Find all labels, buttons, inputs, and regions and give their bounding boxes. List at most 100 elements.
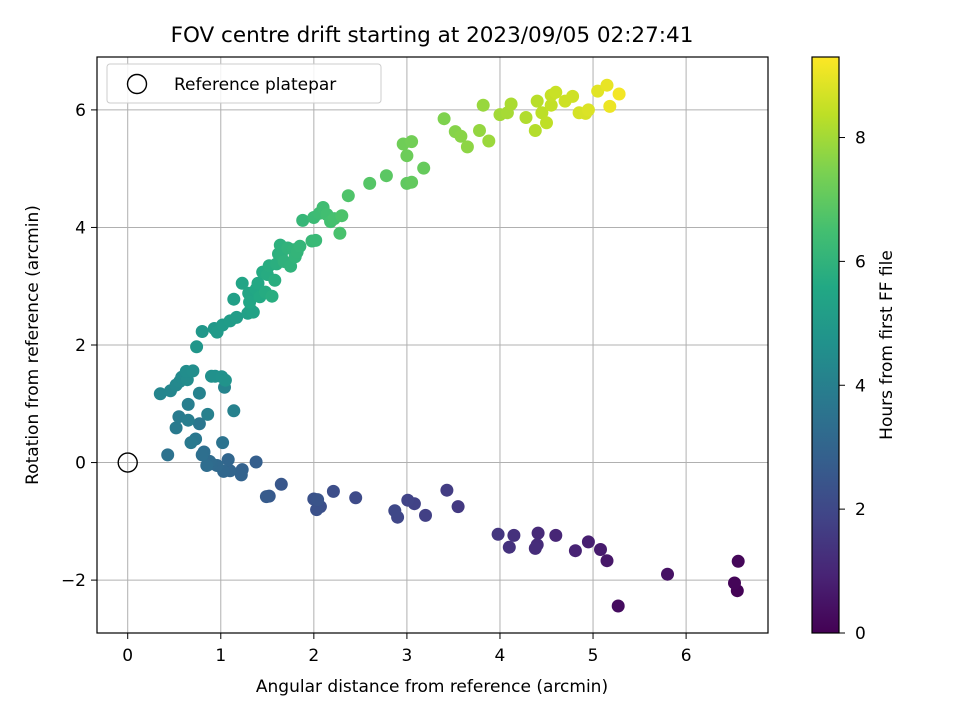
drift-point	[333, 226, 347, 240]
drift-point	[417, 161, 431, 175]
drift-point	[259, 490, 273, 504]
x-tick-label: 0	[122, 646, 133, 666]
drift-point	[363, 176, 377, 190]
colorbar-gradient	[811, 56, 840, 634]
legend-reference-marker	[126, 73, 148, 95]
drift-point	[195, 325, 209, 338]
drift-point	[528, 124, 542, 137]
drift-point	[216, 436, 230, 450]
drift-point	[594, 543, 607, 556]
drift-point	[234, 468, 248, 482]
drift-point	[335, 209, 349, 223]
drift-point	[388, 504, 402, 518]
grid-lines	[97, 57, 768, 633]
reference-platepar-marker	[117, 452, 138, 473]
colorbar-tick-label: 4	[855, 376, 866, 396]
drift-point	[161, 448, 175, 462]
y-tick-label: 4	[75, 218, 86, 238]
drift-point	[181, 397, 195, 411]
drift-point	[400, 149, 414, 163]
drift-point	[568, 544, 582, 558]
drift-point	[153, 387, 167, 401]
x-tick-label: 2	[308, 646, 319, 666]
colorbar-tick-label: 6	[855, 252, 866, 272]
drift-point	[169, 421, 183, 435]
drift-point	[274, 477, 288, 491]
drift-point	[440, 483, 454, 497]
drift-point	[581, 103, 595, 117]
drift-point	[531, 526, 545, 540]
drift-point	[611, 599, 625, 613]
drift-point	[528, 541, 542, 555]
y-tick-label: 0	[75, 454, 86, 474]
drift-point	[310, 503, 324, 517]
drift-point	[507, 528, 521, 542]
drift-point	[600, 554, 614, 568]
x-tick-label: 5	[588, 646, 599, 666]
drift-point	[184, 436, 198, 450]
reference-marker-group	[117, 452, 138, 473]
drift-point	[419, 508, 432, 522]
drift-point	[731, 554, 745, 568]
drift-point	[405, 135, 419, 149]
x-tick-label: 1	[215, 646, 226, 666]
drift-point	[192, 386, 206, 400]
drift-point	[246, 305, 260, 319]
drift-point	[227, 292, 241, 306]
drift-point	[190, 340, 204, 354]
drift-point	[251, 276, 265, 290]
drift-point	[293, 239, 307, 253]
drift-point	[243, 295, 257, 309]
legend-label: Reference platepar	[174, 75, 336, 95]
x-tick-label: 3	[401, 646, 412, 666]
drift-point	[661, 567, 674, 581]
x-axis-ticks: 0 1 2 3 4 5 6	[122, 633, 692, 666]
drift-point	[612, 87, 626, 101]
drift-point	[249, 455, 263, 469]
drift-point	[401, 493, 415, 507]
drift-point	[181, 413, 195, 427]
colorbar-tick-label: 0	[855, 624, 866, 644]
drift-point	[476, 98, 490, 112]
drift-point	[405, 175, 419, 189]
colorbar: 0 2 4 6 8 Hours from first FF file	[811, 56, 897, 644]
x-tick-label: 4	[495, 646, 506, 666]
scatter-points	[153, 78, 745, 613]
drift-point	[482, 134, 496, 148]
drift-point	[186, 364, 200, 378]
colorbar-tick-label: 8	[855, 129, 866, 149]
y-axis-ticks: −2 0 2 4 6	[61, 101, 97, 591]
y-tick-label: 2	[75, 336, 86, 356]
drift-point	[540, 116, 553, 130]
drift-point	[473, 124, 486, 137]
drift-point	[227, 404, 241, 418]
x-tick-label: 6	[681, 646, 692, 666]
drift-point	[549, 85, 563, 99]
drift-point	[311, 493, 325, 507]
x-axis-label: Angular distance from reference (arcmin)	[256, 677, 608, 697]
drift-point	[235, 276, 249, 290]
drift-point	[451, 500, 465, 514]
drift-point	[544, 98, 558, 112]
y-tick-label: 6	[75, 101, 86, 121]
drift-point	[192, 417, 206, 431]
y-axis-label: Rotation from reference (arcmin)	[23, 205, 43, 485]
drift-point	[326, 484, 340, 498]
drift-point	[603, 99, 617, 113]
drift-point	[535, 106, 549, 120]
drift-point	[268, 273, 282, 287]
drift-point	[309, 233, 323, 247]
drift-point	[230, 310, 244, 324]
drift-point	[296, 213, 310, 227]
drift-point	[502, 540, 516, 554]
colorbar-ticks: 0 2 4 6 8	[839, 129, 866, 644]
drift-point	[600, 78, 614, 92]
colorbar-label: Hours from first FF file	[877, 250, 897, 440]
drift-point	[591, 84, 605, 98]
drift-point	[454, 129, 468, 143]
y-tick-label: −2	[61, 571, 86, 591]
drift-point	[195, 448, 209, 462]
drift-point	[549, 528, 563, 542]
drift-point	[460, 140, 474, 154]
